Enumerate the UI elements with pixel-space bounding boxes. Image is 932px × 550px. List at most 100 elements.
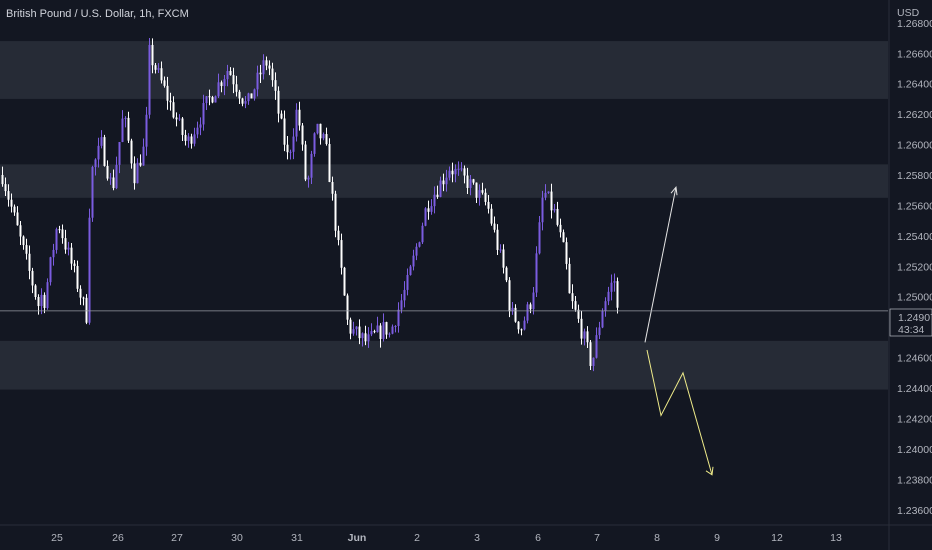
candle <box>541 190 544 231</box>
candle <box>520 328 523 336</box>
candle <box>571 284 574 309</box>
price-tick-label: 1.26800 <box>897 18 932 30</box>
time-axis[interactable]: 25 26 27 30 31 Jun 2 3 6 7 8 9 12 13 <box>51 532 842 544</box>
candle <box>337 225 340 246</box>
candle <box>40 288 43 315</box>
candle <box>367 327 370 348</box>
time-tick-label: 3 <box>474 532 480 544</box>
candle <box>553 203 556 213</box>
candle <box>307 175 310 188</box>
candle <box>286 135 289 160</box>
candle <box>355 326 358 336</box>
candle <box>292 128 295 160</box>
candle <box>505 266 508 283</box>
candle <box>82 296 85 306</box>
candle <box>457 161 460 176</box>
candle <box>556 201 559 227</box>
last-price-value: 1.24907 <box>898 312 932 324</box>
price-tick-label: 1.26400 <box>897 79 932 91</box>
candle <box>298 101 301 131</box>
candle <box>490 204 493 226</box>
candle <box>532 286 535 315</box>
candle <box>259 64 262 84</box>
candle <box>511 302 514 315</box>
candle <box>406 268 409 296</box>
candle <box>184 129 187 146</box>
time-tick-label: 25 <box>51 532 63 544</box>
candle <box>106 160 109 181</box>
candle <box>496 224 499 255</box>
candle <box>22 235 25 250</box>
candle <box>412 249 415 271</box>
candle <box>382 313 385 342</box>
candle <box>73 259 76 273</box>
candle <box>256 65 259 97</box>
price-tick-label: 1.25200 <box>897 261 932 273</box>
last-price-label: 1.24907 43:34 <box>889 308 932 337</box>
candle <box>514 304 517 323</box>
zones-layer <box>0 41 888 390</box>
symbol-title: British Pound / U.S. Dollar, 1h, FXCM <box>6 8 189 20</box>
candle <box>523 316 526 331</box>
candle <box>424 207 427 227</box>
candle <box>166 76 169 110</box>
candle <box>157 63 160 74</box>
candle <box>565 237 568 270</box>
candle <box>196 121 199 139</box>
price-tick-label: 1.25600 <box>897 200 932 212</box>
candle <box>172 96 175 119</box>
candle <box>493 216 496 233</box>
candle <box>10 193 13 213</box>
candle <box>103 134 106 167</box>
candle <box>580 310 583 345</box>
time-tick-label: Jun <box>348 532 367 544</box>
price-tick-label: 1.24400 <box>897 383 932 395</box>
candle <box>589 340 592 371</box>
price-tick-label: 1.25400 <box>897 231 932 243</box>
candle <box>349 317 352 340</box>
candle <box>220 80 223 93</box>
candle <box>595 327 598 359</box>
candle <box>76 260 79 292</box>
candle <box>79 285 82 305</box>
candle <box>208 89 211 106</box>
candle <box>331 176 334 201</box>
candle <box>43 292 46 314</box>
candle <box>592 357 595 372</box>
candle <box>466 167 469 194</box>
price-axis[interactable]: USD 1.26800 1.26600 1.26400 1.26200 1.26000 1… <box>897 7 932 517</box>
candle <box>238 89 241 104</box>
candle <box>361 332 364 347</box>
candle <box>499 244 502 253</box>
candle <box>1 166 4 187</box>
drawings-layer[interactable] <box>644 185 714 476</box>
candle <box>439 176 442 198</box>
candle <box>535 246 538 298</box>
candle <box>178 114 181 122</box>
candle <box>268 60 271 76</box>
candle <box>4 177 7 196</box>
countdown-value: 43:34 <box>898 324 924 336</box>
bullish-scenario-arrow[interactable] <box>644 187 677 343</box>
sr-zone-1[interactable] <box>0 41 888 99</box>
candle <box>379 323 382 348</box>
time-tick-label: 26 <box>112 532 124 544</box>
candle <box>559 218 562 238</box>
candle <box>388 332 391 338</box>
candle <box>340 233 343 275</box>
candle <box>445 169 448 192</box>
bearish-scenario-path[interactable] <box>646 349 713 475</box>
candle <box>301 123 304 151</box>
candle <box>37 294 40 315</box>
candle <box>193 127 196 147</box>
candle <box>187 133 190 148</box>
time-tick-label: 13 <box>830 532 842 544</box>
sr-zone-3[interactable] <box>0 340 888 390</box>
candle <box>328 138 331 183</box>
candle <box>343 266 346 296</box>
candle <box>199 117 202 136</box>
time-tick-label: 12 <box>771 532 783 544</box>
candle <box>223 74 226 96</box>
